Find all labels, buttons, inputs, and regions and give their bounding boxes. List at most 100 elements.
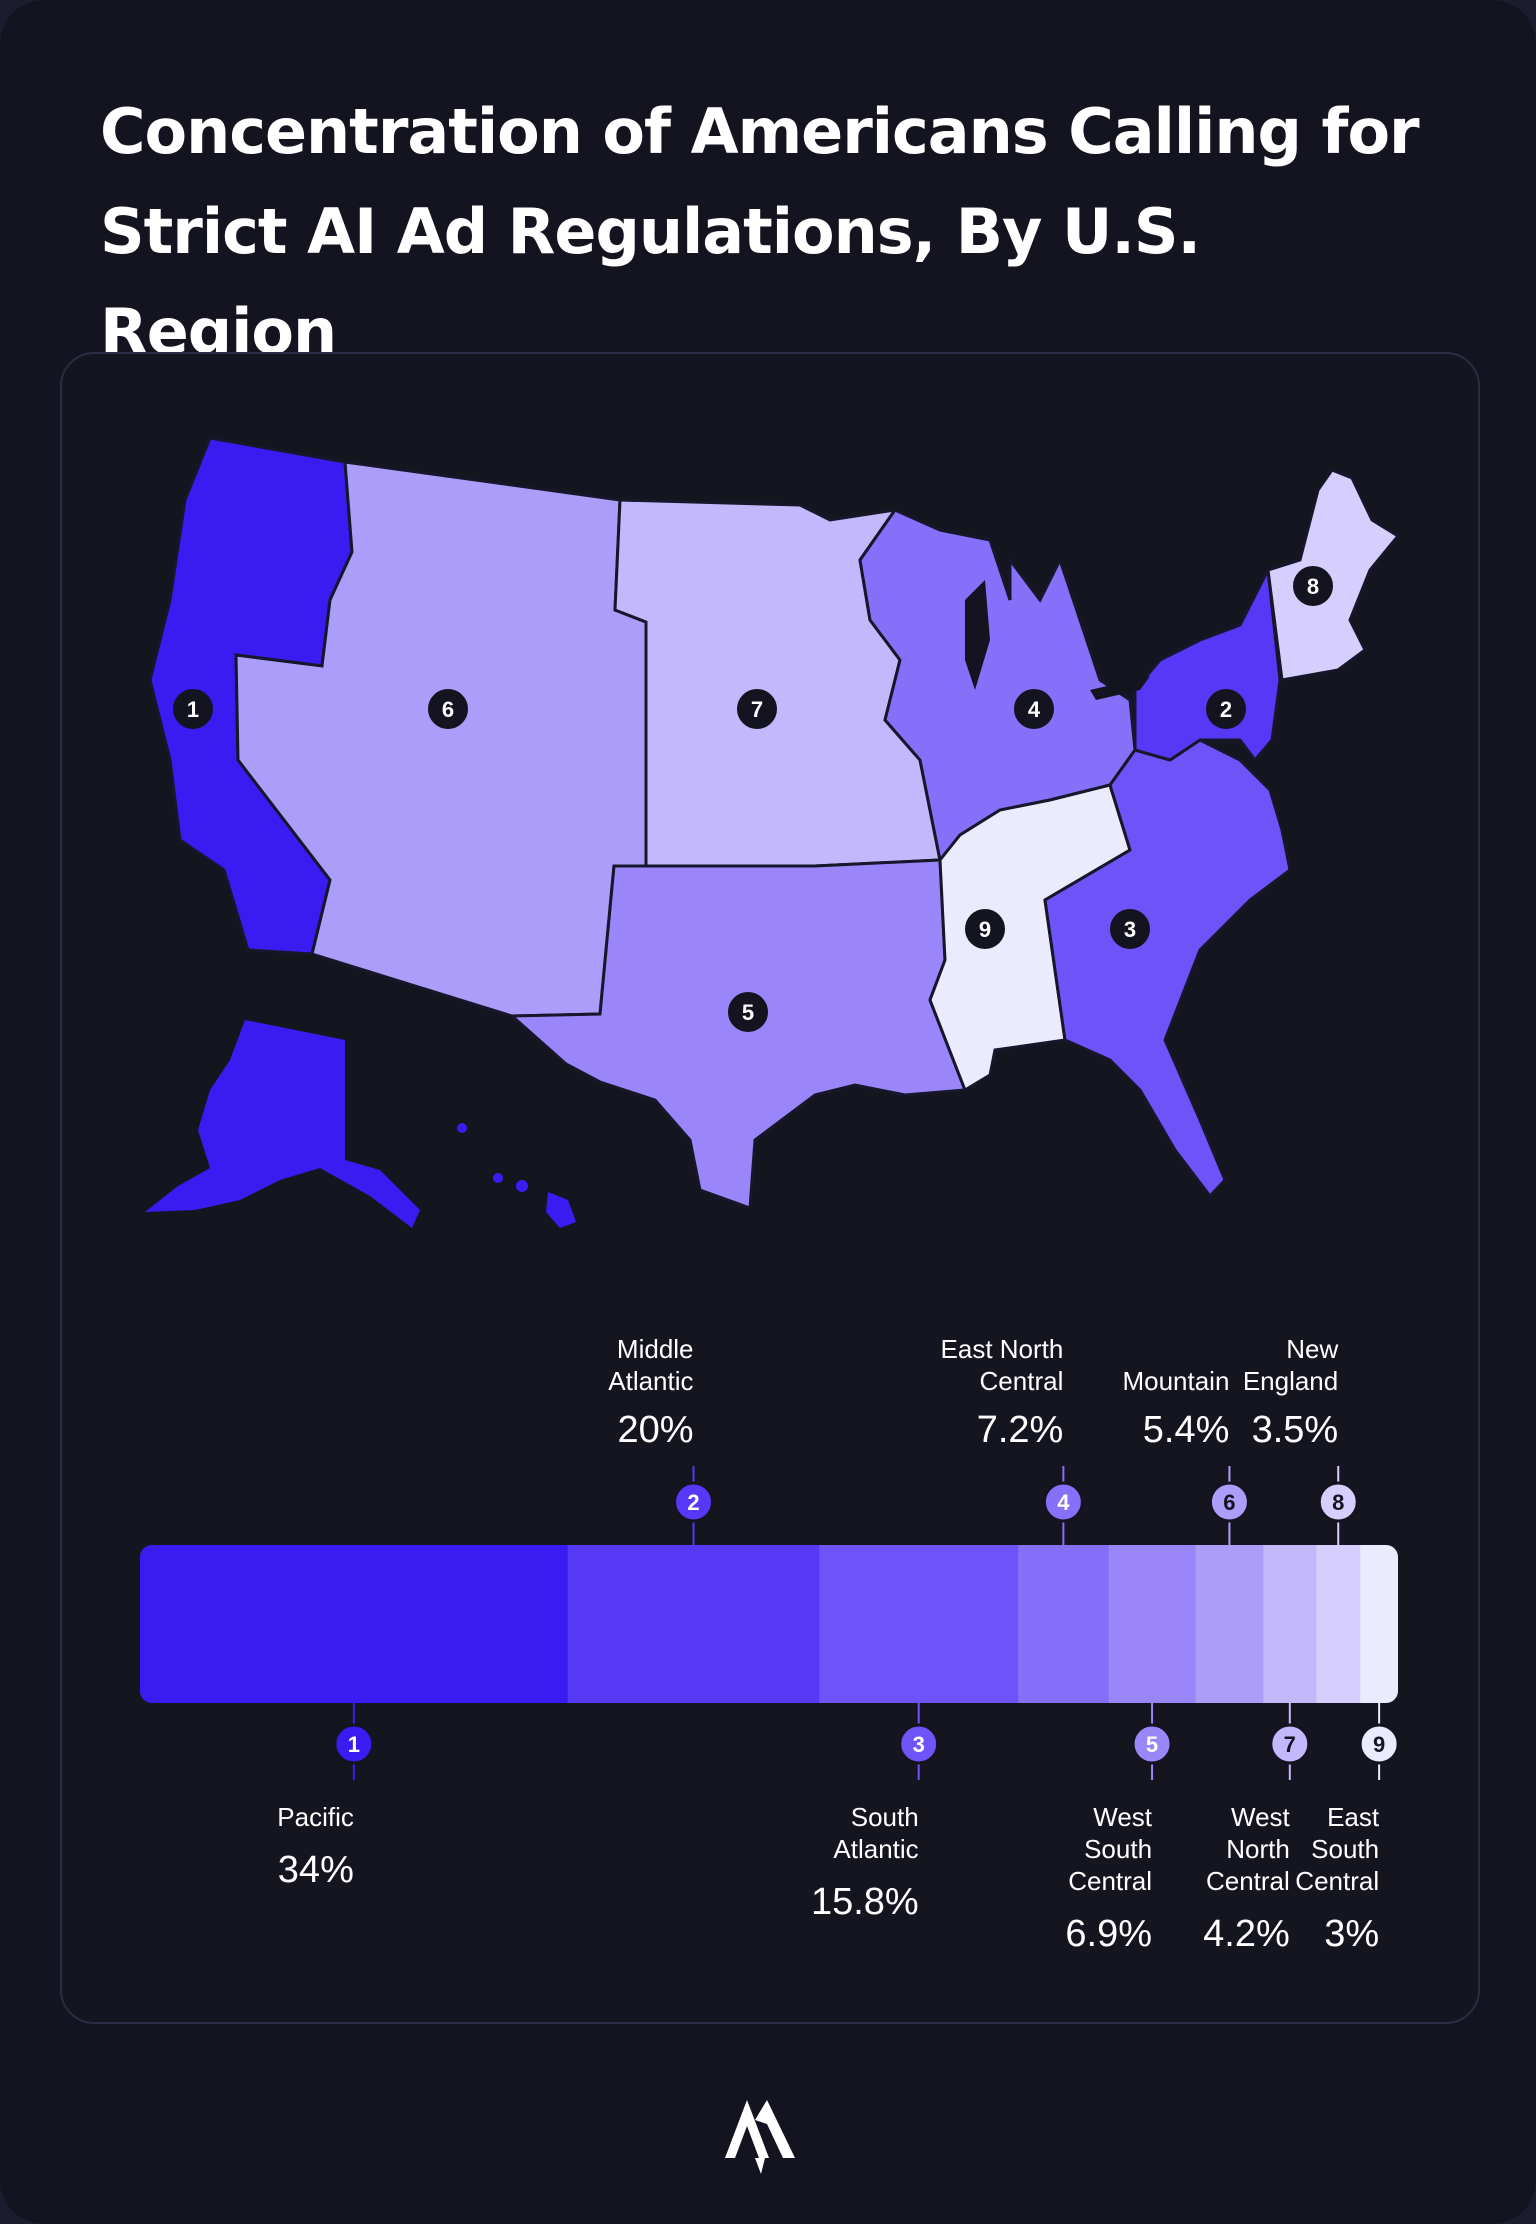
bar-badge-new-england: 8: [1317, 1481, 1359, 1523]
brand-logo-icon: [725, 2100, 795, 2174]
bar-segment-east-north-central: [1018, 1545, 1110, 1703]
value-label: 4.2%: [1203, 1913, 1290, 1955]
label-text: South: [1084, 1834, 1152, 1864]
label-text: East: [1327, 1802, 1380, 1832]
map-region-middle-atlantic: [1133, 564, 1282, 763]
label-text: West: [1231, 1802, 1291, 1832]
svg-text:3: 3: [1124, 917, 1136, 942]
label-text: South: [1311, 1834, 1379, 1864]
svg-text:5: 5: [742, 1000, 754, 1025]
stacked-bar: [140, 1545, 1398, 1703]
map-region-south-atlantic: [1043, 738, 1292, 1199]
value-label: 6.9%: [1065, 1913, 1152, 1955]
map-region-new-england: [1266, 468, 1401, 682]
label-text: Atlantic: [608, 1366, 693, 1396]
us-region-map: 1 2 3 4 5 6 7 8 9: [145, 436, 1401, 1228]
map-great-lakes: [1090, 676, 1150, 700]
bar-badge-middle-atlantic: 2: [673, 1481, 715, 1523]
bar-segment-south-atlantic: [819, 1545, 1019, 1703]
map-badge-mountain: 6: [428, 689, 468, 729]
svg-text:9: 9: [979, 917, 991, 942]
bar-segment-new-england: [1316, 1545, 1361, 1703]
bar-badge-west-north-central: 7: [1269, 1723, 1311, 1765]
svg-text:8: 8: [1307, 574, 1319, 599]
label-pacific: Pacific 34%: [277, 1802, 354, 1891]
svg-text:3: 3: [913, 1732, 925, 1757]
map-badges: 1 2 3 4 5 6 7 8 9: [173, 566, 1333, 1032]
svg-text:2: 2: [1220, 697, 1232, 722]
svg-text:1: 1: [348, 1732, 360, 1757]
bar-segment-middle-atlantic: [567, 1545, 820, 1703]
bar-badge-south-atlantic: 3: [898, 1723, 940, 1765]
svg-text:4: 4: [1028, 697, 1041, 722]
value-label: 15.8%: [811, 1881, 919, 1923]
value-label: 5.4%: [1143, 1409, 1230, 1451]
label-text: Central: [980, 1366, 1064, 1396]
bar-segment-west-north-central: [1263, 1545, 1317, 1703]
value-label: 3.5%: [1252, 1409, 1339, 1451]
bar-badge-east-south-central: 9: [1358, 1723, 1400, 1765]
map-badge-middle-atlantic: 2: [1206, 689, 1246, 729]
chart-title: Concentration of Americans Calling for S…: [100, 95, 1420, 368]
map-region-hawaii-island: [457, 1123, 467, 1133]
label-mountain: Mountain 5.4%: [1122, 1366, 1229, 1451]
bar-segment-mountain: [1195, 1545, 1264, 1703]
svg-text:8: 8: [1332, 1490, 1344, 1515]
map-region-hawaii-island: [493, 1173, 503, 1183]
bar-badge-pacific: 1: [333, 1723, 375, 1765]
label-text: Pacific: [277, 1802, 354, 1832]
label-text: Central: [1295, 1866, 1379, 1896]
bar-badge-west-south-central: 5: [1131, 1723, 1173, 1765]
label-text: England: [1243, 1366, 1338, 1396]
label-text: Atlantic: [833, 1834, 918, 1864]
svg-text:7: 7: [1284, 1732, 1296, 1757]
bar-segment-east-south-central: [1360, 1545, 1398, 1703]
label-text: New: [1286, 1334, 1338, 1364]
label-text: Central: [1206, 1866, 1290, 1896]
map-badge-west-south-central: 5: [728, 992, 768, 1032]
map-great-lakes: [965, 580, 990, 690]
value-label: 3%: [1324, 1913, 1379, 1955]
chart-labels: Pacific34%MiddleAtlantic20%SouthAtlantic…: [277, 1334, 1380, 1955]
value-label: 20%: [617, 1409, 693, 1451]
svg-text:5: 5: [1146, 1732, 1158, 1757]
map-badge-west-north-central: 7: [737, 689, 777, 729]
svg-text:7: 7: [751, 697, 763, 722]
svg-text:9: 9: [1373, 1732, 1385, 1757]
map-badge-east-south-central: 9: [965, 909, 1005, 949]
map-region-hawaii-island: [516, 1180, 528, 1192]
map-badge-pacific: 1: [173, 689, 213, 729]
label-text: Middle: [617, 1334, 694, 1364]
svg-text:2: 2: [687, 1490, 699, 1515]
label-text: North: [1226, 1834, 1290, 1864]
bar-badge-east-north-central: 4: [1042, 1481, 1084, 1523]
bar-segment-west-south-central: [1108, 1545, 1197, 1703]
map-badge-south-atlantic: 3: [1110, 909, 1150, 949]
label-text: Central: [1068, 1866, 1152, 1896]
label-text: South: [851, 1802, 919, 1832]
svg-text:6: 6: [1223, 1490, 1235, 1515]
label-text: West: [1093, 1802, 1153, 1832]
map-badge-east-north-central: 4: [1014, 689, 1054, 729]
value-label: 7.2%: [977, 1409, 1064, 1451]
map-region-hawaii: [546, 1192, 576, 1228]
svg-text:6: 6: [442, 697, 454, 722]
bar-badge-mountain: 6: [1208, 1481, 1250, 1523]
value-label: 34%: [278, 1849, 354, 1891]
bar-badges: 1 2 3 4 5 6 7 8 9: [333, 1481, 1400, 1765]
label-text: East North: [941, 1334, 1064, 1364]
map-region-alaska: [145, 1020, 420, 1228]
svg-text:1: 1: [187, 697, 199, 722]
label-text: Mountain: [1122, 1366, 1229, 1396]
svg-text:4: 4: [1057, 1490, 1070, 1515]
map-badge-new-england: 8: [1293, 566, 1333, 606]
